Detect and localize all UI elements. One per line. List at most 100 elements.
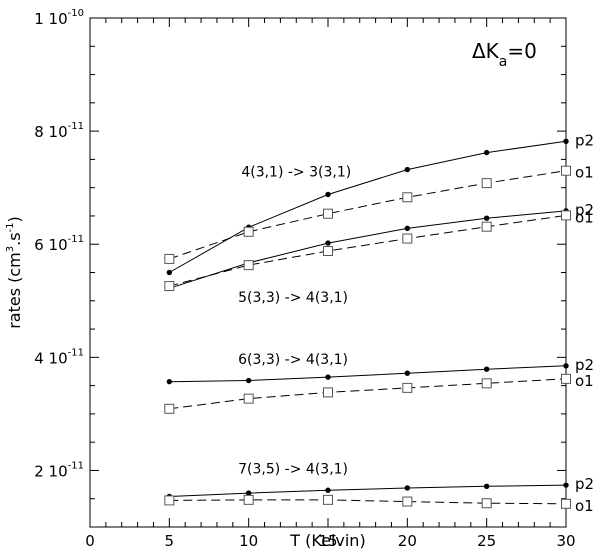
series-line-6-p2 bbox=[169, 484, 567, 497]
data-point bbox=[483, 483, 490, 489]
data-point bbox=[323, 208, 333, 219]
panel-label-rest: =0 bbox=[507, 39, 536, 63]
data-point bbox=[481, 498, 492, 509]
data-point bbox=[563, 363, 569, 369]
data-point bbox=[404, 225, 411, 232]
series-end-label: o1 bbox=[575, 208, 594, 226]
data-point bbox=[166, 269, 173, 276]
axis-ticks: 0 5 10 15 20 25 302 10-114 10-116 10-118 10-11… bbox=[34, 8, 575, 550]
data-point bbox=[164, 253, 175, 264]
data-point bbox=[481, 221, 492, 232]
marker-layer bbox=[164, 138, 571, 509]
panel-label-subscript: a bbox=[499, 54, 508, 70]
y-tick-label: 6 10-11 bbox=[34, 234, 84, 254]
y-axis-label-sup1: 3 bbox=[5, 246, 16, 252]
data-point bbox=[325, 374, 331, 380]
series-line-2-p2 bbox=[169, 210, 567, 289]
data-point bbox=[164, 403, 175, 414]
y-axis-label-suffix: ) bbox=[5, 216, 24, 222]
data-point bbox=[243, 494, 254, 505]
data-point bbox=[483, 366, 490, 372]
data-point bbox=[325, 240, 331, 246]
data-point bbox=[481, 378, 492, 389]
series-end-label: p2 bbox=[575, 475, 594, 493]
series-line-5-o1 bbox=[169, 378, 567, 410]
data-point bbox=[402, 233, 413, 244]
data-point bbox=[561, 165, 571, 176]
transition-label: 5(3,3) -> 4(3,1) bbox=[238, 290, 348, 306]
data-point bbox=[483, 149, 490, 156]
y-tick-mantissa: 2 10 bbox=[34, 462, 67, 480]
y-axis-label: rates (cm3.s-1) bbox=[5, 216, 24, 329]
x-tick-label: 20 bbox=[398, 532, 417, 550]
x-tick-label: 10 bbox=[239, 532, 258, 550]
x-tick-label: 25 bbox=[477, 532, 496, 550]
y-axis-label-sup2: -1 bbox=[5, 222, 16, 232]
plot-frame bbox=[89, 17, 567, 528]
transition-label: 6(3,3) -> 4(3,1) bbox=[238, 352, 348, 368]
series-end-label: p2 bbox=[575, 131, 594, 149]
data-point bbox=[404, 166, 411, 173]
x-tick-label: 30 bbox=[556, 532, 575, 550]
y-tick-label: 8 10-11 bbox=[34, 121, 84, 141]
data-point bbox=[561, 210, 571, 221]
data-point bbox=[243, 226, 254, 237]
y-tick-label: 2 10-11 bbox=[34, 460, 84, 480]
data-point bbox=[166, 378, 173, 385]
data-point bbox=[483, 215, 490, 221]
y-tick-mantissa: 4 10 bbox=[34, 349, 67, 367]
y-tick-label: 1 10-10 bbox=[34, 8, 84, 28]
y-tick-exponent: -11 bbox=[68, 347, 84, 358]
series-layer bbox=[169, 140, 567, 505]
series-line-0-p2 bbox=[169, 140, 567, 273]
y-tick-exponent: -11 bbox=[68, 234, 84, 245]
data-point bbox=[245, 377, 252, 384]
data-point bbox=[325, 487, 331, 493]
data-point bbox=[164, 495, 175, 506]
panel-label: ΔKa=0 bbox=[472, 39, 537, 70]
y-tick-exponent: -11 bbox=[68, 460, 84, 471]
data-point bbox=[404, 370, 411, 376]
data-point bbox=[561, 373, 571, 384]
y-tick-mantissa: 8 10 bbox=[34, 123, 67, 141]
data-point bbox=[243, 393, 254, 404]
series-end-label: o1 bbox=[575, 372, 594, 390]
data-point bbox=[245, 490, 252, 496]
series-line-3-o1 bbox=[169, 214, 567, 287]
panel-label-delta: ΔK bbox=[472, 39, 500, 63]
series-end-label: p2 bbox=[575, 201, 594, 219]
transition-label: 4(3,1) -> 3(3,1) bbox=[241, 164, 351, 180]
series-line-4-p2 bbox=[169, 365, 567, 383]
data-point bbox=[561, 498, 571, 509]
transition-label: 7(3,5) -> 4(3,1) bbox=[238, 461, 348, 477]
data-point bbox=[323, 494, 333, 505]
y-axis-label-mid: .s bbox=[5, 232, 24, 245]
series-end-label: o1 bbox=[575, 497, 594, 515]
x-axis-label: T (Kelvin) bbox=[289, 531, 365, 550]
data-point bbox=[402, 192, 413, 203]
series-line-7-o1 bbox=[169, 499, 567, 505]
series-line-1-o1 bbox=[169, 170, 567, 260]
data-point bbox=[323, 246, 333, 257]
y-axis-label-prefix: rates (cm bbox=[5, 252, 24, 329]
data-point bbox=[481, 178, 492, 189]
data-point bbox=[402, 496, 413, 507]
y-tick-exponent: -10 bbox=[68, 8, 84, 19]
data-point bbox=[404, 485, 411, 491]
data-point bbox=[243, 260, 254, 271]
y-tick-label: 4 10-11 bbox=[34, 347, 84, 367]
y-tick-mantissa: 1 10 bbox=[34, 10, 67, 28]
y-tick-exponent: -11 bbox=[68, 121, 84, 132]
data-point bbox=[563, 138, 569, 144]
y-tick-mantissa: 6 10 bbox=[34, 236, 67, 254]
data-point bbox=[323, 387, 333, 398]
data-point bbox=[402, 382, 413, 393]
x-tick-label: 0 bbox=[85, 532, 95, 550]
data-point bbox=[164, 281, 175, 292]
series-end-label: o1 bbox=[575, 164, 594, 182]
data-point bbox=[563, 482, 569, 488]
x-tick-label: 15 bbox=[318, 532, 337, 550]
data-point bbox=[325, 191, 331, 198]
